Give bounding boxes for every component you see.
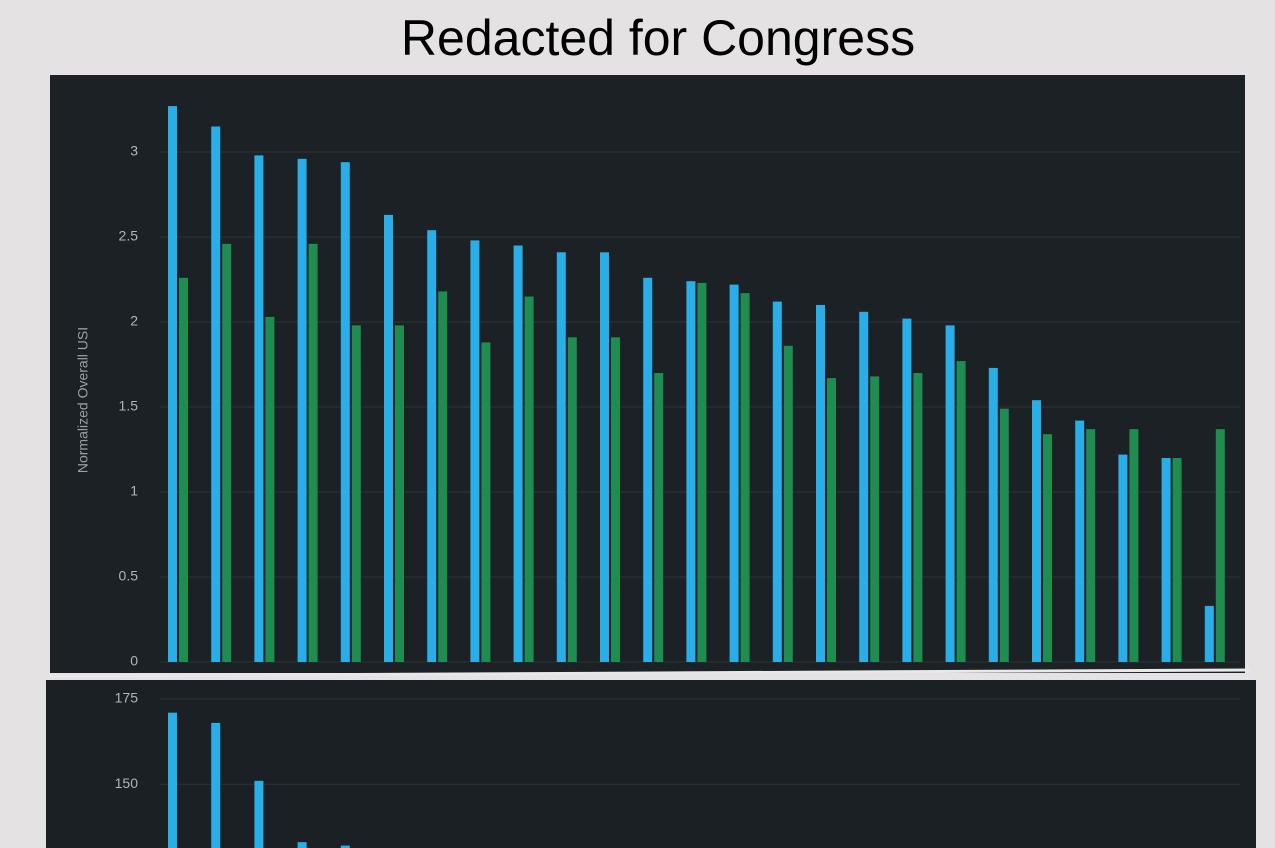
bar [168,106,177,663]
bar [870,376,880,662]
bar [384,214,393,662]
bottom-panel [46,680,1256,848]
bar [1161,458,1171,662]
bar [556,252,566,663]
bar [1118,454,1128,662]
y-tick-label: 0 [130,653,138,669]
bar [611,337,620,662]
bar [168,712,177,848]
bar [999,408,1009,662]
bar [254,155,264,662]
bar [1086,429,1096,662]
bar [438,291,448,662]
y-tick-label: 0.5 [119,568,139,584]
bar [1043,434,1052,662]
bar [740,293,750,662]
bar [513,245,523,662]
bar [913,373,923,662]
bar [600,252,609,663]
bar [524,296,534,662]
bar [697,282,707,662]
bar [340,845,350,848]
bar [254,780,264,848]
bar [729,284,739,662]
y-tick-label: 150 [115,775,139,791]
bar [902,318,912,662]
bar [988,367,998,662]
bar [1215,429,1225,662]
separator [49,668,1251,678]
bar [1204,605,1214,662]
y-tick-label: 2 [130,313,138,329]
bar [340,162,350,662]
bar [179,277,188,662]
bar [481,342,491,662]
bar [859,311,869,662]
y-tick-label: 2.5 [119,228,139,244]
bar [1172,458,1182,662]
y-tick-label: 1 [130,483,138,499]
bar [956,361,966,662]
y-axis-label: Normalized Overall USI [75,327,91,473]
bar [1129,429,1139,662]
bar [783,345,793,662]
chart-title: Redacted for Congress [401,10,915,66]
bar [265,316,275,662]
bar [772,301,782,662]
bar [297,158,307,663]
bar [211,722,221,848]
bar [643,277,653,662]
y-tick-label: 3 [130,143,138,159]
bar [945,325,955,662]
bar [395,325,404,662]
y-tick-label: 1.5 [119,398,139,414]
bar [567,337,577,662]
bar [1075,420,1085,662]
bar [308,243,318,663]
bar [654,373,664,662]
y-tick-label: 175 [115,690,139,706]
bar [470,240,480,662]
bar [211,126,221,662]
bar [222,243,232,663]
bar [1032,400,1041,662]
bar [827,378,836,662]
bar [427,230,437,662]
bar [297,842,307,848]
bar [351,325,361,662]
bar [816,305,825,662]
bar [686,281,696,662]
